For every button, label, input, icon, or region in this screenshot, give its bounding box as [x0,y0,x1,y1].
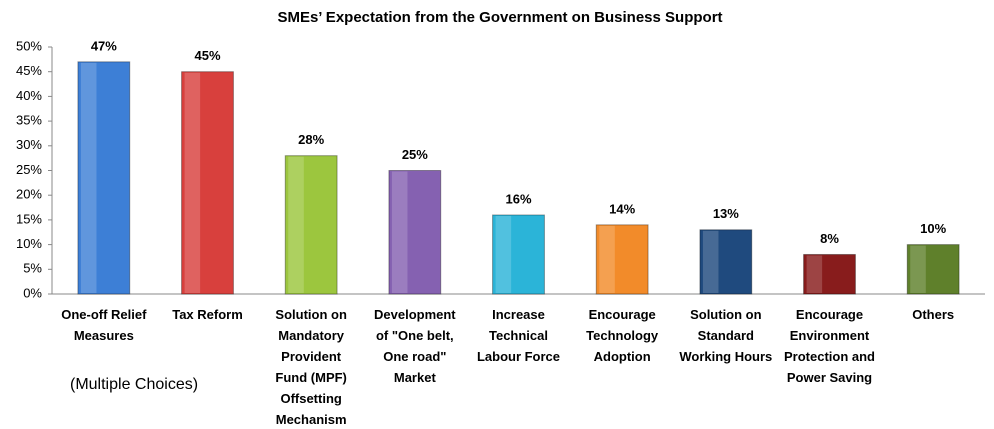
value-label: 28% [298,132,324,147]
y-tick-label: 0% [23,285,42,300]
value-label: 16% [505,191,531,206]
value-label: 14% [609,201,635,216]
value-label: 13% [713,206,739,221]
value-label: 47% [91,38,117,53]
bar [906,244,960,295]
y-tick-label: 50% [16,38,42,53]
x-tick-label: Increase Technical Labour Force [476,307,561,364]
y-tick-label: 45% [16,63,42,78]
annotation: (Multiple Choices) [70,376,199,393]
bar [181,71,234,295]
chart-title: SMEs’ Expectation from the Government on… [277,9,722,26]
bar [388,170,442,295]
x-tick-label: Solution on Standard Working Hours [679,307,773,364]
bar-highlight [702,230,719,293]
value-label: 8% [820,231,839,246]
bar-highlight [80,62,97,293]
bar-highlight [391,171,408,293]
bar [77,61,131,295]
bar-highlight [288,156,304,293]
bar-highlight [599,225,615,293]
value-label: 45% [194,48,220,63]
x-tick-label: Others [912,307,955,322]
bar [492,214,545,295]
x-tick-label: Solution on Mandatory Provident Fund (MP… [275,307,347,427]
x-tick-label: Encourage Technology Adoption [586,307,659,364]
bar [803,253,856,295]
y-tick-label: 5% [23,261,42,276]
value-label: 25% [402,147,428,162]
bar-highlight [495,215,512,293]
y-tick-label: 20% [16,187,42,202]
y-tick-label: 10% [16,236,42,251]
y-tick-label: 35% [16,113,42,128]
y-tick-label: 25% [16,162,42,177]
value-label: 10% [920,221,946,236]
bar [699,229,753,295]
bar-highlight [910,245,926,293]
bar-highlight [806,255,823,293]
y-tick-label: 15% [16,211,42,226]
x-tick-label: Encourage Environment Protection and Pow… [783,307,875,385]
bar-highlight [184,72,201,293]
y-tick-label: 30% [16,137,42,152]
bar [284,155,338,295]
x-tick-label: Tax Reform [172,307,243,322]
y-tick-label: 40% [16,88,42,103]
bar [595,224,649,295]
x-tick-label: Development of "One belt, One road" Mark… [374,307,456,385]
x-tick-label: One-off Relief Measures [61,307,147,343]
